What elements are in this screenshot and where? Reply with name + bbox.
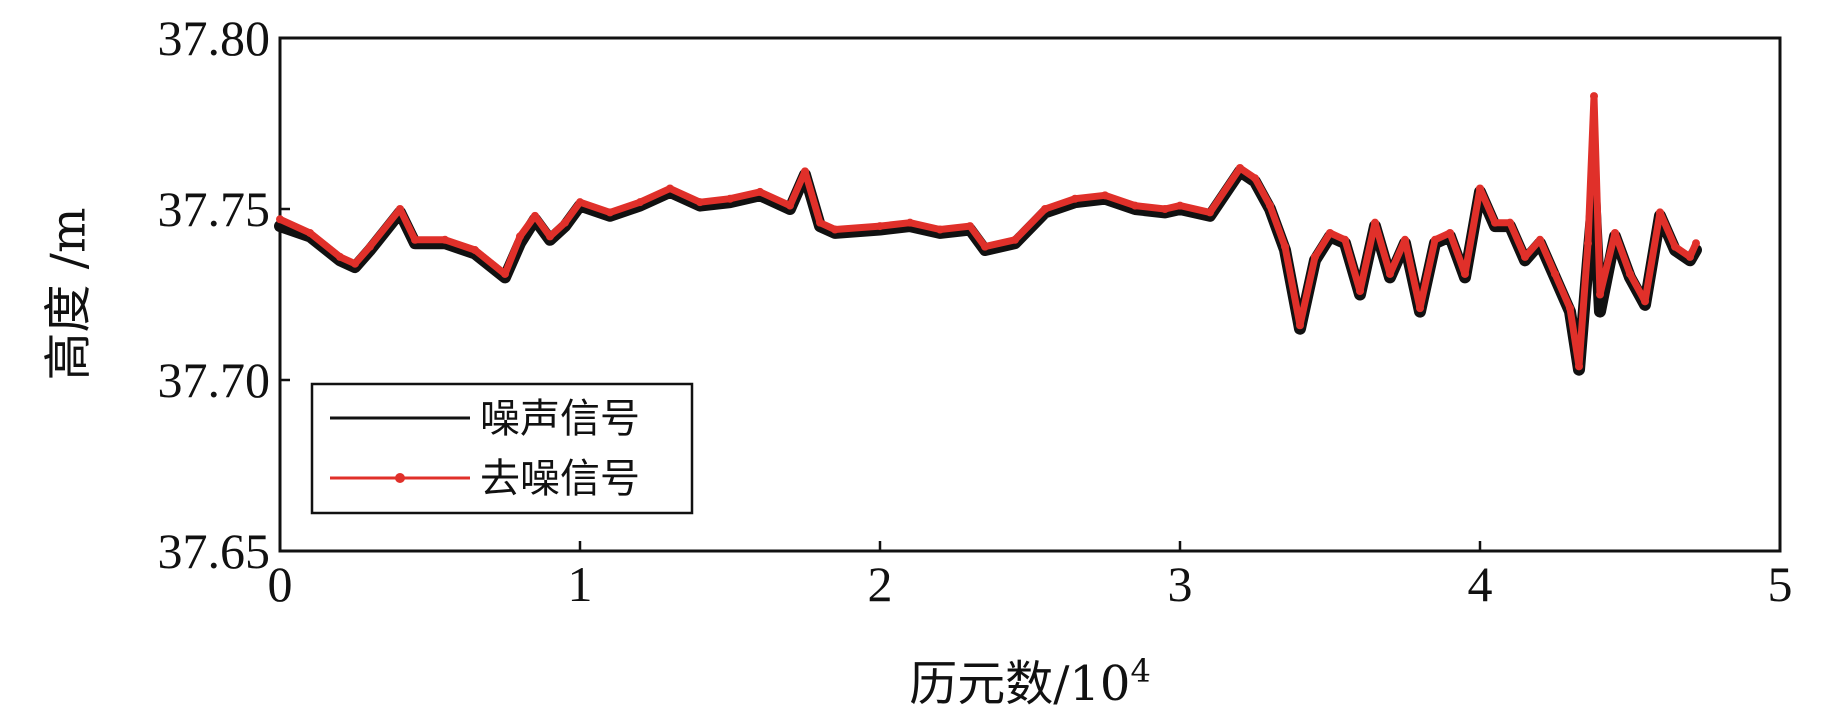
series-point-denoised — [876, 222, 884, 231]
series-point-denoised — [1071, 194, 1079, 203]
x-tick-label: 2 — [868, 556, 893, 612]
series-point-denoised — [1161, 205, 1169, 213]
series-layer — [274, 92, 1702, 376]
series-point-denoised — [606, 208, 614, 217]
series-point-denoised — [1641, 297, 1649, 306]
legend: 噪声信号 去噪信号 — [310, 382, 694, 515]
y-tick-label: 37.75 — [158, 181, 271, 237]
series-point-denoised — [1416, 304, 1424, 313]
series-point-denoised — [1206, 208, 1214, 217]
series-point-denoised — [1446, 228, 1454, 237]
series-point-denoised — [1131, 201, 1139, 210]
series-point-denoised — [1041, 205, 1049, 213]
series-point-denoised — [666, 184, 674, 193]
series-point-denoised — [1251, 174, 1259, 183]
series-point-denoised — [1491, 218, 1499, 227]
series-point-denoised — [696, 198, 704, 207]
series-point-denoised — [1356, 287, 1364, 296]
series-point-denoised — [516, 232, 524, 241]
legend-label-noisy: 噪声信号 — [480, 396, 640, 442]
axes-layer: 0 1 2 3 4 5 37.65 37.70 37.75 37.80 — [158, 10, 1793, 612]
series-point-denoised — [1101, 191, 1109, 200]
series-point-denoised — [1371, 218, 1379, 227]
series-point-denoised — [906, 218, 914, 227]
series-point-denoised — [1566, 304, 1574, 313]
x-tick-label: 5 — [1768, 556, 1793, 612]
series-point-denoised — [351, 259, 359, 268]
y-tick-label: 37.80 — [158, 10, 271, 66]
legend-marker-denoised — [395, 473, 405, 483]
series-point-denoised — [396, 205, 404, 213]
series-point-denoised — [546, 232, 554, 241]
series-point-denoised — [1692, 239, 1700, 248]
series-point-denoised — [1686, 252, 1694, 261]
series-point-denoised — [981, 242, 989, 251]
series-point-denoised — [1296, 321, 1304, 330]
series-point-denoised — [1656, 208, 1664, 217]
x-tick-label: 0 — [268, 556, 293, 612]
series-point-denoised — [306, 228, 314, 237]
series-point-denoised — [1575, 362, 1583, 371]
series-point-denoised — [1266, 201, 1274, 210]
x-tick-label: 3 — [1168, 556, 1193, 612]
series-point-denoised — [936, 225, 944, 234]
series-point-denoised — [471, 246, 479, 255]
x-tick-label: 1 — [568, 556, 593, 612]
series-point-denoised — [366, 242, 374, 251]
y-tick-label: 37.65 — [158, 523, 271, 579]
series-point-denoised — [726, 194, 734, 203]
series-line-denoised — [276, 92, 1700, 370]
series-point-denoised — [801, 167, 809, 176]
series-point-denoised — [1626, 269, 1634, 278]
series-point-denoised — [441, 235, 449, 244]
series-point-denoised — [531, 211, 539, 220]
series-point-denoised — [576, 198, 584, 207]
series-point-denoised — [1521, 252, 1529, 261]
series-point-denoised — [966, 222, 974, 231]
series-point-denoised — [1236, 163, 1244, 172]
series-point-denoised — [1341, 235, 1349, 244]
x-axis-label: 历元数/104 — [909, 652, 1151, 711]
series-point-denoised — [1011, 235, 1019, 244]
legend-box — [310, 382, 694, 515]
series-point-denoised — [786, 201, 794, 210]
series-point-denoised — [1311, 252, 1319, 261]
series-point-denoised — [1431, 235, 1439, 244]
series-point-denoised — [1281, 242, 1289, 251]
series-point-denoised — [1671, 242, 1679, 251]
series-point-denoised — [1386, 269, 1394, 278]
x-axis-label-exponent: 4 — [1130, 652, 1150, 690]
series-point-denoised — [1401, 235, 1409, 244]
y-tick-label: 37.70 — [158, 352, 271, 408]
series-point-denoised — [1611, 228, 1619, 237]
series-point-denoised — [816, 218, 824, 227]
series-point-denoised — [561, 218, 569, 227]
series-point-denoised — [1551, 269, 1559, 278]
series-point-denoised — [276, 215, 284, 224]
legend-label-denoised: 去噪信号 — [480, 456, 640, 502]
series-point-denoised — [636, 198, 644, 207]
series-point-denoised — [1584, 239, 1592, 248]
y-axis-label: 高度 /m — [41, 208, 97, 381]
series-point-denoised — [1176, 201, 1184, 210]
series-point-denoised — [1461, 269, 1469, 278]
x-axis-label-base: 历元数/10 — [909, 656, 1130, 711]
series-point-denoised — [501, 269, 509, 278]
series-point-denoised — [1590, 92, 1598, 101]
series-point-denoised — [1506, 218, 1514, 227]
series-point-denoised — [411, 235, 419, 244]
x-tick-label: 4 — [1468, 556, 1493, 612]
series-point-denoised — [756, 187, 764, 196]
series-point-denoised — [336, 252, 344, 261]
series-point-denoised — [1596, 290, 1604, 299]
series-point-denoised — [1476, 184, 1484, 193]
series-point-denoised — [831, 225, 839, 234]
series-point-denoised — [1536, 235, 1544, 244]
series-point-denoised — [1326, 228, 1334, 237]
